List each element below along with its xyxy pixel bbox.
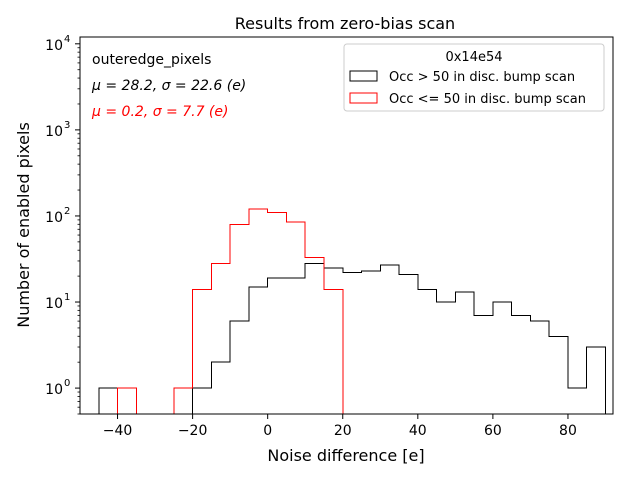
x-tick-label: 0: [263, 423, 272, 439]
histogram-bin: [362, 271, 381, 414]
histogram-bin: [587, 347, 606, 414]
histogram-bin: [174, 388, 193, 414]
chart-title: Results from zero-bias scan: [235, 14, 455, 33]
legend-title: 0x14e54: [445, 50, 502, 65]
histogram-bin: [418, 289, 437, 414]
y-tick-exponent: 1: [64, 292, 70, 303]
histogram-bin: [512, 315, 531, 414]
x-axis: −40 −20 0 20 40 60 80: [103, 414, 577, 439]
y-tick-label: 10: [45, 382, 63, 398]
histogram-bin: [99, 388, 118, 414]
x-tick-label: −20: [178, 423, 208, 439]
legend-entry-black: Occ > 50 in disc. bump scan: [389, 70, 575, 85]
legend-frame: [343, 43, 605, 112]
plot-frame: [79, 36, 614, 415]
x-axis-label: Noise difference [e]: [267, 446, 424, 465]
x-tick-label: 60: [484, 423, 502, 439]
histogram-bin: [324, 289, 343, 414]
legend-swatch-red: [349, 92, 378, 104]
histogram-bin: [268, 212, 287, 414]
histogram-bin: [437, 302, 456, 414]
y-axis-label: Number of enabled pixels: [14, 122, 33, 328]
histogram-bin: [399, 274, 418, 414]
histogram-bin: [230, 224, 249, 414]
y-tick-label: 10: [45, 210, 63, 226]
histogram-bin: [549, 336, 568, 414]
histogram-bin: [455, 292, 474, 414]
y-tick-exponent: 3: [64, 120, 70, 131]
histogram-bin: [118, 388, 137, 414]
x-tick-label: 80: [559, 423, 577, 439]
series-layer: [98, 208, 606, 414]
y-tick-label: 10: [45, 296, 63, 312]
annotation-region-name: outeredge_pixels: [92, 52, 211, 68]
y-tick-exponent: 4: [64, 34, 70, 45]
legend-entry-red: Occ <= 50 in disc. bump scan: [389, 92, 586, 107]
y-tick-exponent: 2: [64, 206, 70, 217]
histogram-bin: [380, 265, 399, 414]
legend: 0x14e54 Occ > 50 in disc. bump scan Occ …: [343, 43, 605, 112]
histogram-bin: [493, 302, 512, 414]
annotation-black-stats: μ = 28.2, σ = 22.6 (e): [91, 78, 246, 94]
y-tick-label: 10: [45, 124, 63, 140]
x-tick-label: 40: [409, 423, 427, 439]
histogram-bin: [249, 209, 268, 414]
x-tick-label: 20: [334, 423, 352, 439]
x-tick-label: −40: [103, 423, 133, 439]
histogram-bin: [474, 315, 493, 414]
histogram-series-red: [117, 208, 344, 414]
y-tick-exponent: 0: [64, 378, 70, 389]
histogram-bin: [193, 289, 212, 414]
histogram-bin: [211, 264, 230, 414]
histogram-bin: [568, 388, 587, 414]
annotation-red-stats: μ = 0.2, σ = 7.7 (e): [91, 104, 228, 120]
histogram-bin: [343, 273, 362, 414]
histogram-bin: [286, 222, 305, 414]
histogram-bin: [530, 321, 549, 414]
y-tick-label: 10: [45, 38, 63, 54]
histogram-bin: [305, 257, 324, 414]
legend-swatch-black: [349, 70, 378, 82]
